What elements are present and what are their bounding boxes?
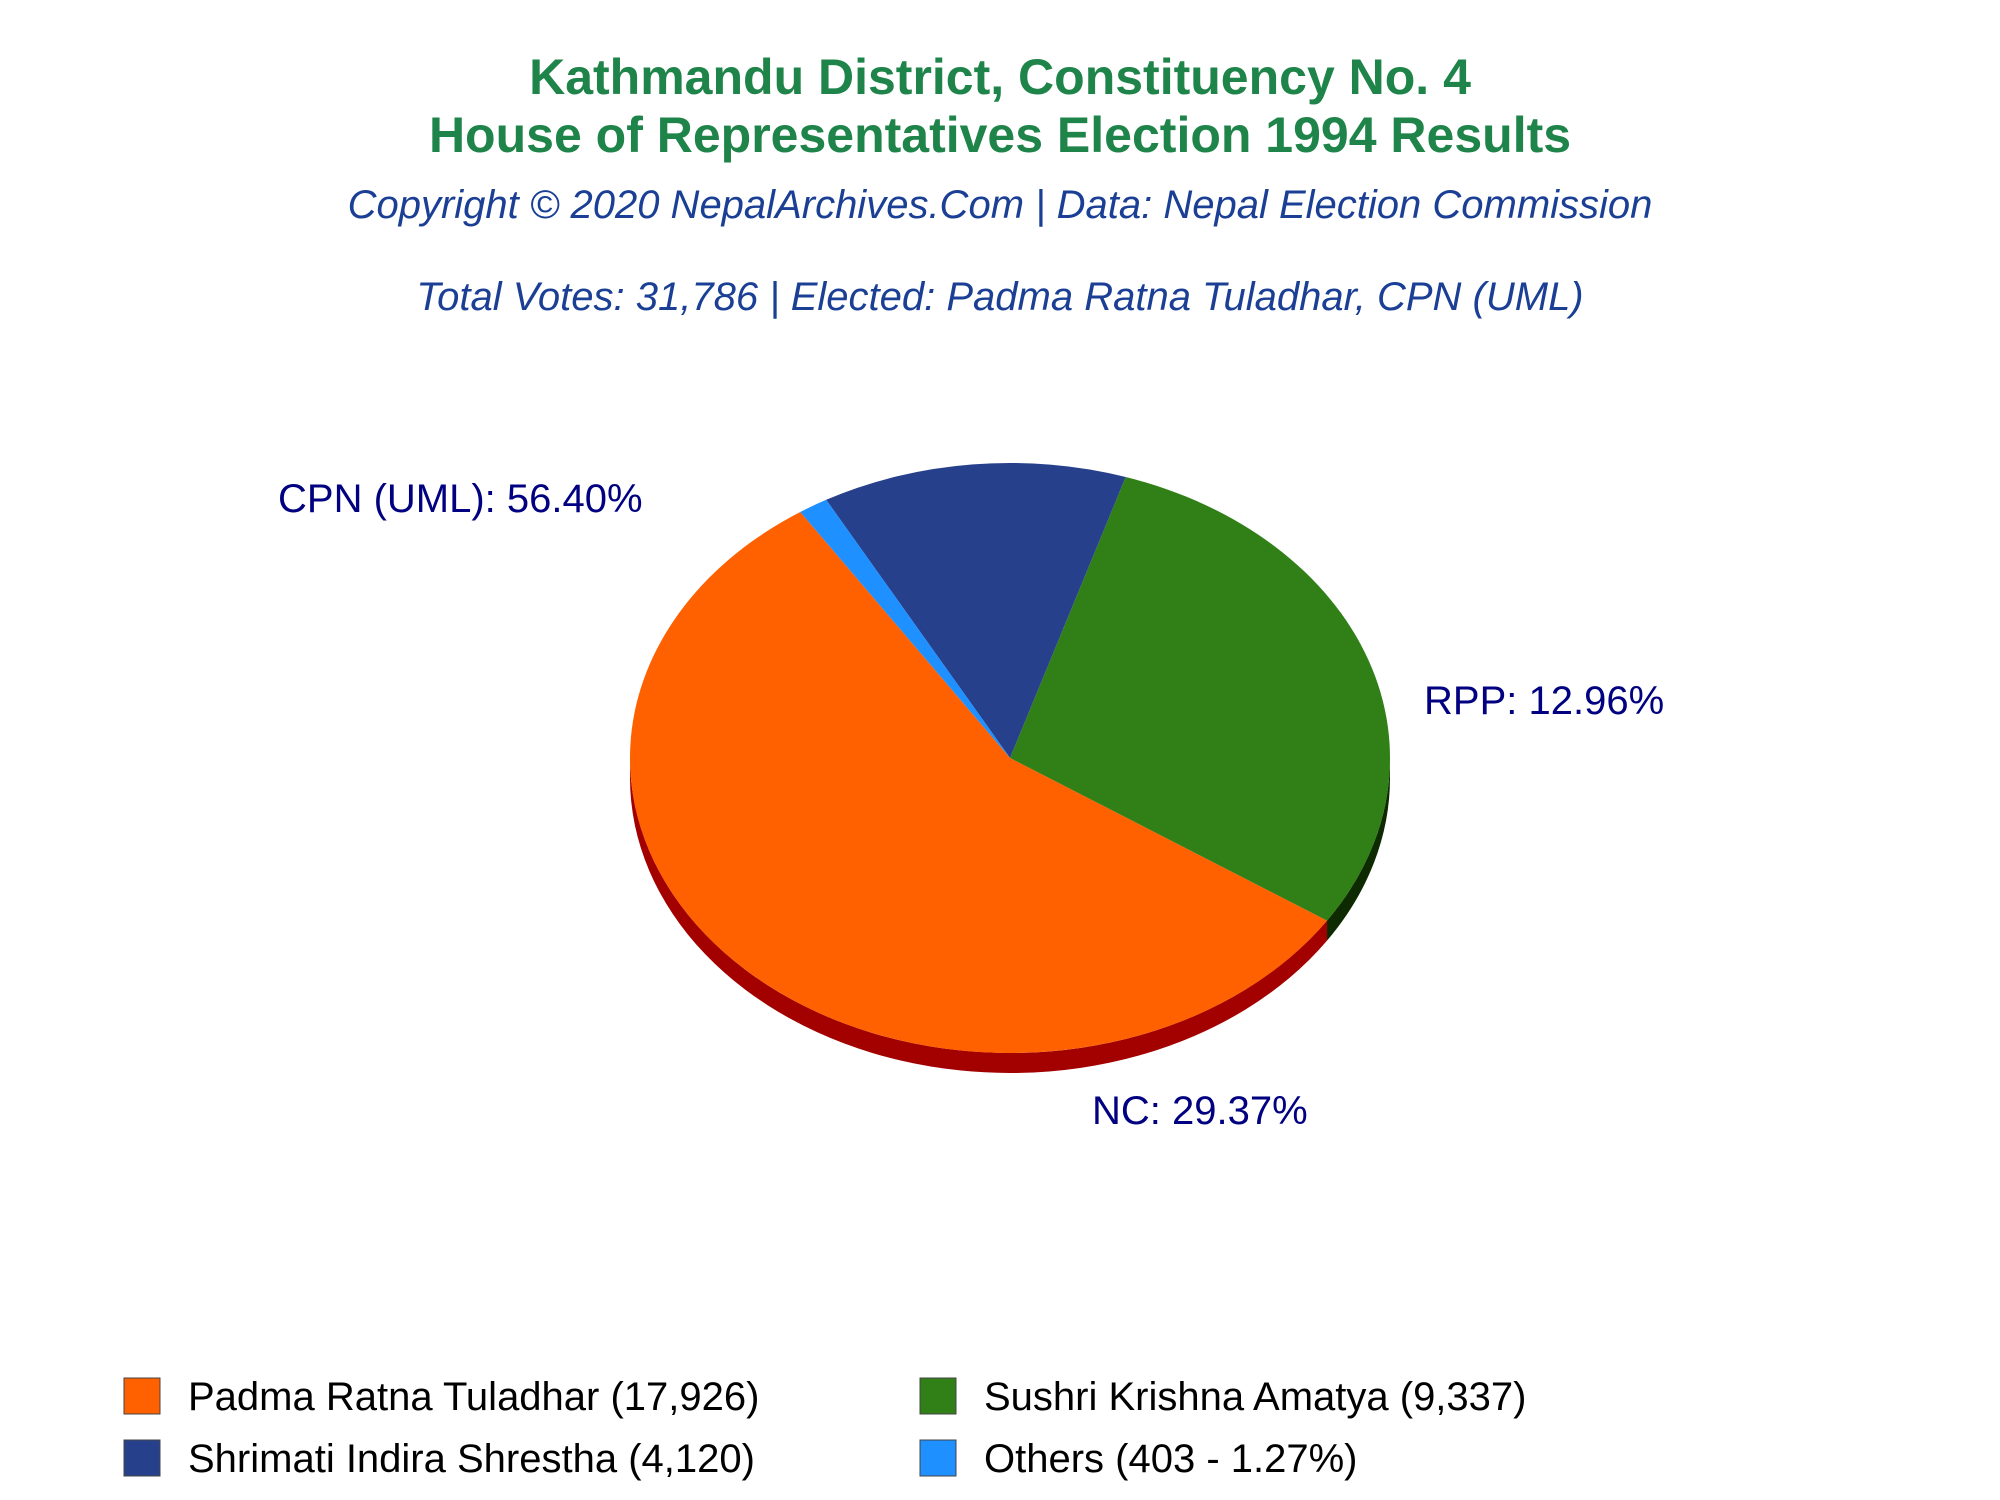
chart-summary: Total Votes: 31,786 | Elected: Padma Rat… bbox=[416, 275, 1583, 319]
legend: Padma Ratna Tuladhar (17,926) Sushri Kri… bbox=[123, 1375, 1526, 1481]
pie-slice-others bbox=[800, 499, 1010, 758]
legend-swatch-nc bbox=[919, 1377, 957, 1415]
legend-label-others: Others (403 - 1.27%) bbox=[984, 1437, 1358, 1481]
pie-slices bbox=[630, 463, 1390, 1053]
legend-swatch-rpp bbox=[123, 1439, 161, 1477]
legend-label-rpp: Shrimati Indira Shrestha (4,120) bbox=[188, 1437, 755, 1481]
legend-swatch-cpn-uml bbox=[123, 1377, 161, 1415]
slice-label-rpp: RPP: 12.96% bbox=[1424, 679, 1664, 723]
pie-slice-rpp bbox=[826, 463, 1126, 758]
legend-label-nc: Sushri Krishna Amatya (9,337) bbox=[984, 1375, 1526, 1419]
slice-label-cpn-uml: CPN (UML): 56.40% bbox=[278, 477, 643, 521]
pie-side-nc bbox=[1327, 758, 1390, 941]
chart-subtitle: Copyright © 2020 NepalArchives.Com | Dat… bbox=[348, 183, 1653, 227]
chart-title-line1: Kathmandu District, Constituency No. 4 bbox=[529, 49, 1471, 105]
chart-title-line2: House of Representatives Election 1994 R… bbox=[429, 107, 1571, 163]
pie-slice-nc bbox=[1010, 477, 1390, 921]
slice-label-nc: NC: 29.37% bbox=[1092, 1089, 1308, 1133]
legend-label-cpn-uml: Padma Ratna Tuladhar (17,926) bbox=[188, 1375, 759, 1419]
pie-slice-cpn-uml bbox=[630, 512, 1328, 1053]
legend-swatch-others bbox=[919, 1439, 957, 1477]
pie-depth bbox=[630, 758, 1390, 1074]
